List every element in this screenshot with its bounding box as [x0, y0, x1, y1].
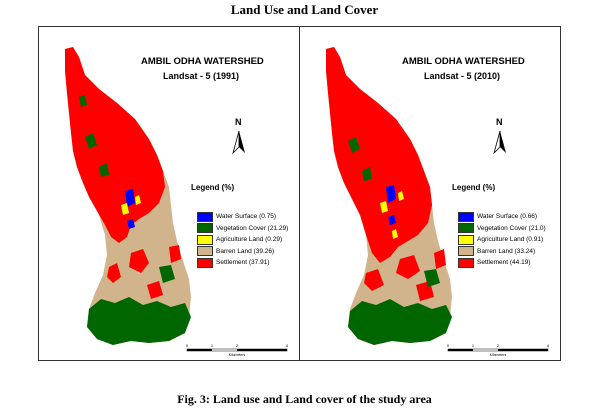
legend-label: Barren Land (33.24): [477, 247, 536, 255]
scale-unit: Kilometers: [490, 353, 507, 357]
legend-swatch: [197, 223, 213, 234]
legend-swatch: [458, 246, 474, 257]
legend-label: Vegetation Cover (21.0): [477, 224, 546, 232]
vegetation-area: [87, 297, 191, 345]
map-title: AMBIL ODHA WATERSHED: [141, 56, 264, 67]
settlement-patch: [396, 255, 420, 279]
legend-swatch: [458, 223, 474, 234]
legend-swatch: [458, 257, 474, 268]
vegetation-patch: [159, 265, 175, 283]
agriculture-land-area: [398, 191, 404, 201]
agriculture-land-area: [135, 195, 141, 205]
settlement-patch: [147, 281, 163, 299]
watershed-map: [65, 47, 191, 345]
scale-tick: 1: [472, 343, 475, 348]
scale-tick: 0: [447, 343, 450, 348]
legend-label: Barren Land (39.26): [216, 247, 275, 255]
water-surface-area: [388, 215, 396, 225]
scale-tick: 2: [497, 343, 500, 348]
legend-item-water: Water Surface (0.75): [197, 211, 288, 223]
map-title: AMBIL ODHA WATERSHED: [402, 56, 525, 67]
legend-swatch: [197, 246, 213, 257]
agriculture-land-area: [380, 201, 388, 213]
legend: Water Surface (0.75) Vegetation Cover (2…: [197, 211, 288, 269]
vegetation-patch: [348, 137, 360, 153]
settlement-patch: [169, 245, 181, 263]
agriculture-land-area: [392, 229, 398, 239]
vegetation-patch: [99, 163, 109, 177]
legend-label: Agriculture Land (0.91): [477, 236, 544, 244]
agriculture-land-area: [121, 203, 129, 215]
water-surface-area: [386, 185, 396, 203]
vegetation-patch: [424, 269, 440, 287]
scale-tick: 1: [211, 343, 214, 348]
map-subtitle: Landsat - 5 (2010): [424, 71, 501, 81]
settlement-area: [326, 47, 432, 263]
watershed-map: [326, 47, 452, 345]
legend-swatch: [197, 257, 213, 268]
legend-item-barren: Barren Land (39.26): [197, 246, 288, 258]
legend-swatch: [458, 211, 474, 222]
settlement-patch: [364, 269, 384, 291]
scale-tick: 0: [186, 343, 189, 348]
legend-item-vegetation: Vegetation Cover (21.29): [197, 223, 288, 235]
legend-item-agriculture: Agriculture Land (0.29): [197, 234, 288, 246]
legend-item-settlement: Settlement (44.19): [458, 257, 546, 269]
scale-tick: 4: [547, 343, 550, 348]
legend-title: Legend (%): [452, 183, 496, 192]
vegetation-patch: [85, 133, 97, 149]
map-panel-1991: AMBIL ODHA WATERSHED Landsat - 5 (1991) …: [38, 26, 300, 361]
vegetation-patch: [79, 95, 87, 107]
north-arrow-icon: [493, 130, 506, 155]
scale-unit: Kilometers: [229, 353, 246, 357]
legend-label: Settlement (44.19): [477, 259, 531, 267]
map-subtitle: Landsat - 5 (1991): [163, 71, 240, 81]
map-panel-2010: AMBIL ODHA WATERSHED Landsat - 5 (2010) …: [299, 26, 561, 361]
scale-bar: 0 1 2 4 Kilometers: [447, 343, 550, 357]
scale-tick: 2: [236, 343, 239, 348]
north-label: N: [496, 117, 503, 127]
page-title: Land Use and Land Cover: [230, 2, 379, 17]
scale-tick: 4: [286, 343, 289, 348]
legend-label: Water Surface (0.66): [477, 213, 538, 221]
figure-caption: Fig. 3: Land use and Land cover of the s…: [177, 392, 432, 406]
north-arrow-icon: [232, 130, 245, 155]
settlement-patch: [434, 249, 446, 269]
water-surface-area: [125, 189, 135, 207]
legend-item-vegetation: Vegetation Cover (21.0): [458, 223, 546, 235]
legend-item-barren: Barren Land (33.24): [458, 246, 546, 258]
legend-label: Agriculture Land (0.29): [216, 236, 283, 244]
water-surface-area: [127, 219, 135, 229]
legend-swatch: [197, 211, 213, 222]
settlement-patch: [129, 249, 149, 273]
legend: Water Surface (0.66) Vegetation Cover (2…: [458, 211, 546, 269]
vegetation-area: [348, 299, 452, 345]
vegetation-patch: [362, 167, 372, 181]
legend-label: Vegetation Cover (21.29): [216, 224, 289, 232]
north-label: N: [235, 117, 242, 127]
legend-item-settlement: Settlement (37.91): [197, 257, 288, 269]
settlement-patch: [107, 263, 121, 283]
settlement-area: [65, 47, 165, 243]
legend-swatch: [458, 234, 474, 245]
legend-label: Settlement (37.91): [216, 259, 270, 267]
legend-label: Water Surface (0.75): [216, 213, 277, 221]
scale-bar: 0 1 2 4 Kilometers: [186, 343, 289, 357]
legend-item-water: Water Surface (0.66): [458, 211, 546, 223]
legend-title: Legend (%): [191, 183, 235, 192]
legend-swatch: [197, 234, 213, 245]
legend-item-agriculture: Agriculture Land (0.91): [458, 234, 546, 246]
